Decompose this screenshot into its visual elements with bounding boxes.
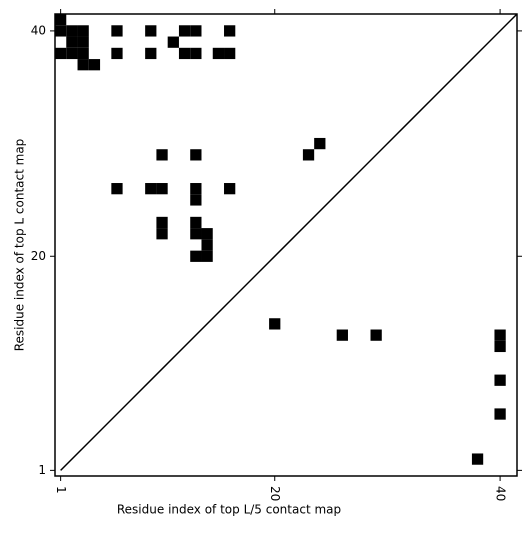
contact-cell bbox=[111, 47, 123, 60]
contact-cell bbox=[55, 47, 67, 60]
contact-cell bbox=[145, 47, 157, 60]
contact-cell bbox=[178, 47, 191, 60]
contact-cell bbox=[190, 183, 202, 195]
contact-cell bbox=[494, 340, 506, 353]
contact-cell bbox=[201, 239, 213, 251]
y-tick-label: 40 bbox=[31, 23, 46, 37]
contact-cell bbox=[167, 36, 179, 48]
contact-cell bbox=[178, 25, 191, 37]
contact-cell bbox=[111, 25, 123, 37]
contact-cell bbox=[77, 47, 89, 60]
plot-frame bbox=[54, 13, 518, 477]
contact-cell bbox=[111, 183, 123, 195]
contact-cell bbox=[269, 318, 281, 330]
contact-cell bbox=[190, 47, 202, 60]
contact-cell bbox=[77, 36, 89, 48]
contact-cell bbox=[471, 453, 484, 465]
contact-cell bbox=[190, 216, 202, 229]
contact-cell bbox=[190, 194, 202, 206]
contact-cell bbox=[55, 25, 67, 37]
contact-cell bbox=[190, 25, 202, 37]
contact-cell bbox=[224, 47, 236, 60]
contact-cell bbox=[494, 374, 506, 386]
x-tick-label: 20 bbox=[268, 486, 282, 501]
contact-cell bbox=[66, 25, 78, 37]
contact-cell bbox=[190, 149, 202, 161]
contact-cell bbox=[156, 216, 168, 229]
contact-cell bbox=[314, 137, 326, 150]
diagonal bbox=[60, 13, 518, 471]
contact-cell bbox=[156, 149, 168, 161]
x-tick-label: 1 bbox=[54, 486, 68, 494]
y-tick-label: 20 bbox=[31, 249, 46, 263]
contact-cell bbox=[77, 59, 89, 71]
contact-cell bbox=[224, 25, 236, 37]
contact-cell bbox=[336, 329, 348, 341]
contact-cell bbox=[224, 183, 236, 195]
x-axis-label: Residue index of top L/5 contact map bbox=[117, 503, 341, 517]
contact-cell bbox=[145, 183, 157, 195]
contact-cell bbox=[201, 250, 213, 262]
contact-cell bbox=[494, 408, 506, 420]
contact-cell bbox=[190, 250, 202, 262]
contact-cell bbox=[370, 329, 382, 341]
contact-cell bbox=[66, 36, 78, 48]
contact-cell bbox=[302, 149, 315, 161]
contact-cell bbox=[212, 47, 225, 60]
x-tick-label: 40 bbox=[494, 486, 508, 501]
contact-cell bbox=[145, 25, 157, 37]
contact-cell bbox=[190, 228, 202, 240]
contact-cell bbox=[156, 183, 168, 195]
contact-cell bbox=[201, 228, 213, 240]
contact-cell bbox=[77, 25, 89, 37]
contact-cell bbox=[156, 228, 168, 240]
contact-cell bbox=[494, 329, 506, 341]
contact-cell bbox=[88, 59, 101, 71]
contact-cell bbox=[55, 14, 67, 26]
y-tick-label: 1 bbox=[38, 463, 46, 477]
y-axis-label: Residue index of top L contact map bbox=[13, 139, 27, 352]
contact-cell bbox=[66, 47, 78, 60]
